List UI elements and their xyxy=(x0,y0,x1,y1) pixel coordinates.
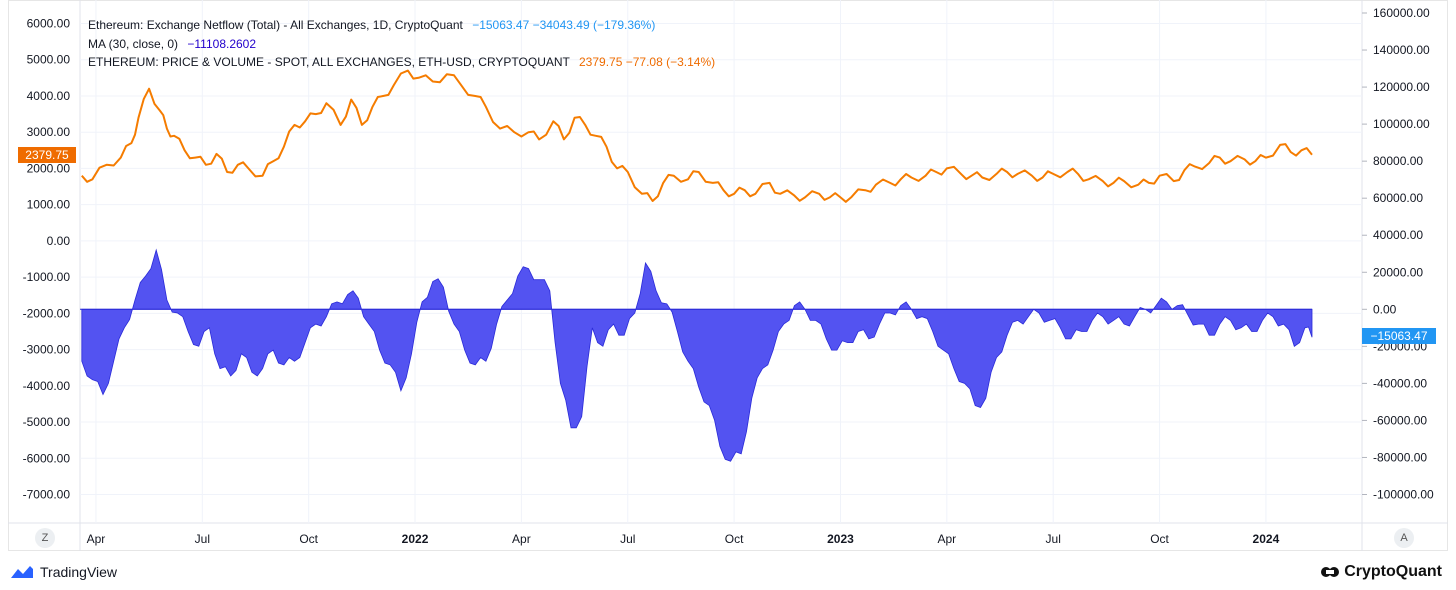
left-tick-label: 1000.00 xyxy=(27,198,71,212)
x-tick-label: Jul xyxy=(195,532,210,546)
legend-price-name: ETHEREUM: PRICE & VOLUME - SPOT, ALL EXC… xyxy=(88,55,570,69)
x-tick-label: 2022 xyxy=(402,532,429,546)
tradingview-brand[interactable]: TradingView xyxy=(10,562,117,582)
netflow-series xyxy=(80,248,1313,462)
right-tick-label: -40000.00 xyxy=(1373,376,1427,390)
legend-price-values: 2379.75 −77.08 (−3.14%) xyxy=(579,55,716,69)
left-tick-label: 6000.00 xyxy=(27,17,71,31)
x-tick-label: Apr xyxy=(937,532,956,546)
legend-ma: MA (30, close, 0) −11108.2602 xyxy=(88,37,256,51)
x-tick-label: Oct xyxy=(299,532,318,546)
left-tick-label: 0.00 xyxy=(47,234,71,248)
auto-scale-button[interactable]: A xyxy=(1394,528,1414,548)
right-tick-label: 100000.00 xyxy=(1373,117,1430,131)
price-line xyxy=(81,69,1313,203)
left-tick-label: 5000.00 xyxy=(27,53,71,67)
x-tick-label: Oct xyxy=(1150,532,1169,546)
tradingview-text: TradingView xyxy=(40,564,118,580)
right-tick-label: -100000.00 xyxy=(1373,488,1434,502)
cryptoquant-logo-icon xyxy=(1321,567,1340,577)
value-badges: 2379.75 −15063.47 xyxy=(18,147,1436,344)
price-badge-bg xyxy=(18,147,76,163)
price-badge-text: 2379.75 xyxy=(25,148,69,162)
left-tick-label: -1000.00 xyxy=(23,270,71,284)
x-tick-label: Jul xyxy=(620,532,635,546)
left-tick-label: -7000.00 xyxy=(23,488,71,502)
right-tick-label: 40000.00 xyxy=(1373,228,1423,242)
grid xyxy=(8,0,1448,551)
x-axis: Apr Jul Oct 2022 Apr Jul Oct 2023 Apr Jul Oct 2024 xyxy=(87,532,1280,546)
netflow-badge-text: −15063.47 xyxy=(1370,329,1427,343)
cryptoquant-brand[interactable]: CryptoQuant xyxy=(1320,562,1442,582)
left-axis: 6000.00 5000.00 4000.00 3000.00 2000.00 1000.… xyxy=(23,17,71,502)
x-tick-label: 2023 xyxy=(827,532,854,546)
x-tick-label: Oct xyxy=(725,532,744,546)
right-tick-label: 120000.00 xyxy=(1373,80,1430,94)
x-tick-label: Apr xyxy=(87,532,106,546)
left-tick-label: 4000.00 xyxy=(27,89,71,103)
left-tick-label: 3000.00 xyxy=(27,125,71,139)
legend-ma-name: MA (30, close, 0) xyxy=(88,37,179,51)
legend-netflow: Ethereum: Exchange Netflow (Total) - All… xyxy=(88,18,655,32)
left-scale-button[interactable]: Z xyxy=(35,528,55,548)
chart-frame xyxy=(8,0,1448,551)
price-series xyxy=(81,69,1313,203)
left-tick-label: -3000.00 xyxy=(23,343,71,357)
right-tick-label: 160000.00 xyxy=(1373,6,1430,20)
netflow-area xyxy=(81,248,1313,462)
tradingview-logo-icon xyxy=(11,566,33,578)
right-axis: 160000.00 140000.00 120000.00 100000.00 8000… xyxy=(1362,6,1434,502)
left-tick-label: 2000.00 xyxy=(27,161,71,175)
netflow-badge-bg xyxy=(1362,328,1436,344)
left-tick-label: -6000.00 xyxy=(23,451,71,465)
right-tick-label: 80000.00 xyxy=(1373,154,1423,168)
right-tick-label: -60000.00 xyxy=(1373,413,1427,427)
cryptoquant-text: CryptoQuant xyxy=(1344,563,1442,580)
right-tick-label: 20000.00 xyxy=(1373,265,1423,279)
right-tick-label: 140000.00 xyxy=(1373,43,1430,57)
legend-ma-value: −11108.2602 xyxy=(187,37,257,51)
x-tick-label: 2024 xyxy=(1253,532,1280,546)
right-tick-label: 60000.00 xyxy=(1373,191,1423,205)
x-tick-label: Jul xyxy=(1046,532,1061,546)
left-tick-label: -4000.00 xyxy=(23,379,71,393)
legend-price: ETHEREUM: PRICE & VOLUME - SPOT, ALL EXC… xyxy=(88,55,715,69)
left-tick-label: -5000.00 xyxy=(23,415,71,429)
right-tick-label: 0.00 xyxy=(1373,302,1397,316)
right-tick-label: -80000.00 xyxy=(1373,450,1427,464)
legend-netflow-name: Ethereum: Exchange Netflow (Total) - All… xyxy=(88,18,463,32)
x-tick-label: Apr xyxy=(512,532,531,546)
left-tick-label: -2000.00 xyxy=(23,306,71,320)
legend-netflow-values: −15063.47 −34043.49 (−179.36%) xyxy=(472,18,656,32)
